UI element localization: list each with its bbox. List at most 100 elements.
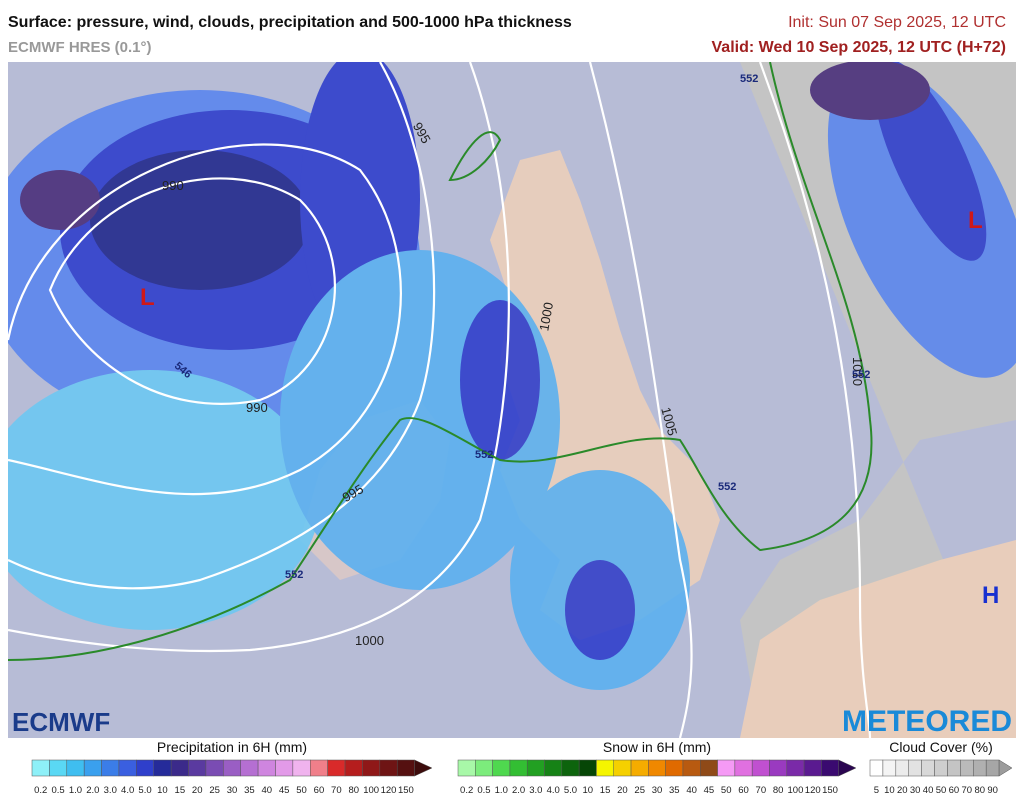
legend-swatch (648, 759, 666, 777)
legend-label: 90 (987, 785, 998, 796)
isobars (8, 62, 872, 738)
isobar-label: 1010 (850, 357, 865, 386)
legend-label: 0.2 (460, 785, 473, 796)
legend-label: 50 (721, 785, 732, 796)
legend-label: 25 (209, 785, 220, 796)
legend-label: 40 (261, 785, 272, 796)
legend-label: 5.0 (564, 785, 577, 796)
legend-swatch (396, 759, 415, 777)
legend-swatch (544, 759, 563, 777)
legend-label: 3.0 (104, 785, 117, 796)
legend-swatch (66, 759, 85, 777)
legend-label: 0.5 (477, 785, 490, 796)
meteored-logo: METEORED (842, 705, 1012, 738)
legend-label: 30 (910, 785, 921, 796)
legend-swatch (613, 759, 632, 777)
low-centre: L (968, 207, 983, 234)
legend-label: 0.5 (51, 785, 64, 796)
legend-swatch (275, 759, 294, 777)
isobar-label: 1000 (536, 301, 556, 332)
legend-swatch (960, 759, 974, 777)
legend-swatch (223, 759, 241, 777)
legend-swatch (379, 759, 398, 777)
legend-label: 40 (686, 785, 697, 796)
legend-label: 80 (773, 785, 784, 796)
legend-swatch (786, 759, 805, 777)
legend-swatch (985, 759, 1000, 777)
legend-label: 120 (381, 785, 397, 796)
high-centre: H (982, 582, 999, 609)
model: ECMWF HRES (0.1°) (8, 39, 152, 56)
europe-land (740, 540, 1016, 738)
low-centre: L (140, 284, 155, 311)
legend-label: 45 (704, 785, 715, 796)
legend-swatch (31, 759, 50, 777)
legend-swatch (83, 759, 102, 777)
legend-swatch (118, 759, 137, 777)
legend-swatch (769, 759, 788, 777)
legend-swatch (882, 759, 897, 777)
legend-label: 60 (949, 785, 960, 796)
thickness-label: 552 (475, 449, 493, 461)
legend-swatch (310, 759, 328, 777)
thickness-label: 552 (740, 73, 758, 85)
legend-label: 40 (923, 785, 934, 796)
legend-swatch (170, 759, 189, 777)
legend-swatch (717, 759, 736, 777)
legend-label: 4.0 (547, 785, 560, 796)
ecmwf-logo: ECMWF (12, 707, 110, 737)
thickness-label: 552 (852, 369, 870, 381)
legend-label: 120 (805, 785, 821, 796)
legend-label: 15 (175, 785, 186, 796)
legend-label: 30 (652, 785, 663, 796)
init-time: Init: Sun 07 Sep 2025, 12 UTC (788, 14, 1006, 31)
legend-label: 30 (227, 785, 238, 796)
legend-label: 70 (756, 785, 767, 796)
legend-label: 70 (962, 785, 973, 796)
legend-swatch (700, 759, 718, 777)
thickness-contour (448, 131, 502, 182)
legend-swatch (136, 759, 154, 777)
legend-label: 10 (884, 785, 895, 796)
map-labels: 990 995 990 995 1000 1000 1005 1010 552 … (140, 73, 999, 648)
legend-arrow (838, 759, 857, 777)
legend-swatch (821, 759, 839, 777)
legend-label: 80 (974, 785, 985, 796)
isobar-label: 990 (246, 400, 268, 415)
legend-label: 3.0 (529, 785, 542, 796)
legend-swatch (475, 759, 493, 777)
legend-swatch (344, 759, 363, 777)
legend-label: 45 (279, 785, 290, 796)
legend-label: 100 (363, 785, 379, 796)
legend-swatch (457, 759, 476, 777)
legend-label: 15 (600, 785, 611, 796)
legend-swatch (362, 759, 381, 777)
legend-swatch (492, 759, 511, 777)
legend-swatch (630, 759, 649, 777)
legend-label: 150 (822, 785, 838, 796)
legend-swatch (327, 759, 346, 777)
legend-label: 50 (936, 785, 947, 796)
title: Surface: pressure, wind, clouds, precipi… (8, 14, 572, 31)
legend-label: 10 (157, 785, 168, 796)
legend-swatch (101, 759, 120, 777)
thickness-label: 552 (718, 481, 736, 493)
legend-label: 25 (634, 785, 645, 796)
valid-time: Valid: Wed 10 Sep 2025, 12 UTC (H+72) (712, 39, 1007, 56)
thickness-line (8, 62, 873, 661)
legend-label: 60 (738, 785, 749, 796)
legend-label: 20 (897, 785, 908, 796)
legend-label: 2.0 (86, 785, 99, 796)
legend-label: 2.0 (512, 785, 525, 796)
legend-title: Cloud Cover (%) (889, 739, 992, 755)
legend-label: 20 (617, 785, 628, 796)
legend-swatch (240, 759, 259, 777)
legend-swatch (947, 759, 961, 777)
legend-label: 1.0 (69, 785, 82, 796)
legend-swatch (973, 759, 987, 777)
map (8, 62, 1016, 738)
legend-label: 4.0 (121, 785, 134, 796)
legend-swatch (665, 759, 684, 777)
legend-label: 150 (398, 785, 414, 796)
legend-swatch (292, 759, 311, 777)
